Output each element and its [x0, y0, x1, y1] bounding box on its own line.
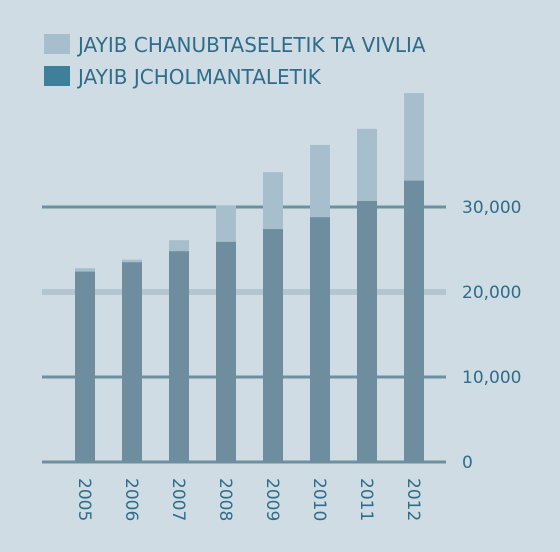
gridlines [42, 205, 446, 464]
x-axis-ticks: 2005 2006 2007 2008 2009 2010 2011 2012 [74, 478, 423, 521]
x-tick-label: 2012 [403, 478, 423, 521]
bar-series-2 [357, 201, 377, 463]
bar-series-2 [404, 180, 424, 462]
x-tick-label: 2010 [309, 478, 329, 521]
legend: JAYIB CHANUBTASELETIK TA VIVLIA JAYIB JC… [44, 33, 426, 89]
y-tick-label: 20,000 [462, 283, 521, 303]
legend-swatch-series-2 [44, 66, 70, 86]
bar-series-2 [122, 262, 142, 462]
bars [75, 93, 424, 463]
x-tick-label: 2009 [262, 478, 282, 521]
bar-series-2 [310, 217, 330, 462]
x-tick-label: 2005 [74, 478, 94, 521]
x-tick-label: 2008 [215, 478, 235, 521]
y-axis-ticks: 0 10,000 20,000 30,000 [462, 198, 521, 473]
legend-swatch-series-1 [44, 34, 70, 54]
legend-label-series-1: JAYIB CHANUBTASELETIK TA VIVLIA [76, 33, 426, 57]
bar-series-2 [216, 241, 236, 462]
y-tick-label: 30,000 [462, 198, 521, 218]
bar-series-2 [75, 271, 95, 462]
x-tick-label: 2006 [121, 478, 141, 521]
legend-label-series-2: JAYIB JCHOLMANTALETIK [76, 65, 322, 89]
bar-series-2 [169, 251, 189, 462]
x-tick-label: 2007 [168, 478, 188, 521]
y-tick-label: 0 [462, 453, 473, 473]
x-tick-label: 2011 [356, 478, 376, 521]
bar-series-2 [263, 229, 283, 462]
y-tick-label: 10,000 [462, 368, 521, 388]
